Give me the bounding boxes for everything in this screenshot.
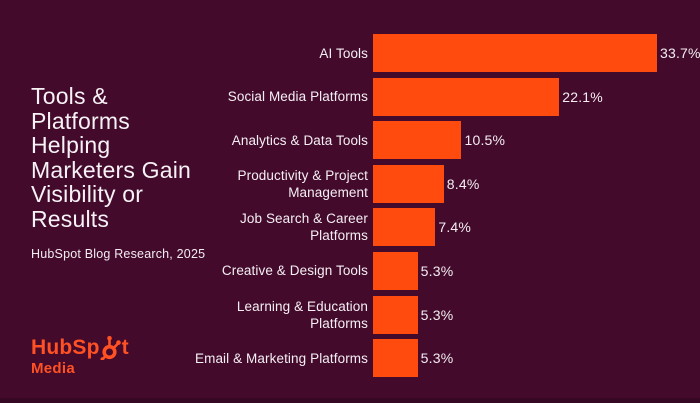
value-label: 33.7%	[660, 45, 700, 61]
category-label: Productivity & Project Management	[237, 167, 368, 200]
chart-row: Analytics & Data Tools 10.5%	[0, 121, 700, 160]
page-title: Tools & Platforms Helping Marketers Gain…	[31, 83, 192, 232]
hubspot-media-logo: HubSp t Media	[31, 335, 129, 377]
value-label: 5.3%	[420, 306, 454, 323]
value-label: 22.1%	[562, 88, 603, 105]
logo-text-part1: HubSp	[31, 336, 100, 359]
left-panel: Tools & Platforms Helping Marketers Gain…	[31, 84, 226, 261]
bottom-edge-shade	[0, 398, 700, 403]
value-label: 8.4%	[446, 175, 480, 192]
chart-row: Email & Marketing Platforms 5.3%	[0, 339, 700, 378]
bar	[373, 34, 657, 72]
hubspot-wordmark: HubSp t	[31, 335, 129, 360]
bar-area: 10.5%	[368, 121, 700, 160]
chart-row: Productivity & Project Management 8.4%	[0, 164, 700, 203]
bar	[373, 251, 418, 290]
bar	[373, 339, 418, 378]
category-label: Creative & Design Tools	[221, 263, 368, 279]
bar	[373, 208, 436, 247]
logo-text-part2: t	[121, 336, 129, 359]
chart-row: Creative & Design Tools 5.3%	[0, 251, 700, 290]
source-note: HubSpot Blog Research, 2025	[31, 247, 206, 261]
chart-row: Social Media Platforms 22.1%	[0, 77, 700, 116]
bar-area: 22.1%	[368, 77, 700, 116]
bar	[373, 121, 462, 160]
bar-chart: AI Tools 33.7% Social Media Platforms 22.1%…	[0, 34, 700, 383]
category-label: Analytics & Data Tools	[231, 132, 368, 148]
bar-area: 33.7%	[368, 34, 700, 72]
category-label: Email & Marketing Platforms	[195, 350, 368, 366]
hubspot-sprocket-icon	[100, 335, 121, 360]
category-label: Job Search & Career Platforms	[240, 211, 368, 244]
bar-area: 8.4%	[368, 164, 700, 203]
chart-row: AI Tools 33.7%	[0, 34, 700, 72]
bar-area: 5.3%	[368, 339, 700, 378]
bar	[373, 77, 560, 116]
bar-area: 7.4%	[368, 208, 700, 247]
category-label: AI Tools	[319, 45, 368, 61]
value-label: 10.5%	[464, 132, 506, 149]
chart-row: Learning & Education Platforms 5.3%	[0, 295, 700, 334]
chart-row: Job Search & Career Platforms 7.4%	[0, 208, 700, 247]
bar	[373, 295, 418, 334]
value-label: 5.3%	[420, 262, 454, 279]
value-label: 7.4%	[438, 219, 472, 236]
category-label: Learning & Education Platforms	[236, 298, 368, 331]
bar	[373, 164, 444, 203]
category-label: Social Media Platforms	[227, 89, 368, 105]
logo-media-label: Media	[31, 360, 76, 377]
bar-area: 5.3%	[368, 251, 700, 290]
value-label: 5.3%	[420, 350, 454, 367]
bar-area: 5.3%	[368, 295, 700, 334]
